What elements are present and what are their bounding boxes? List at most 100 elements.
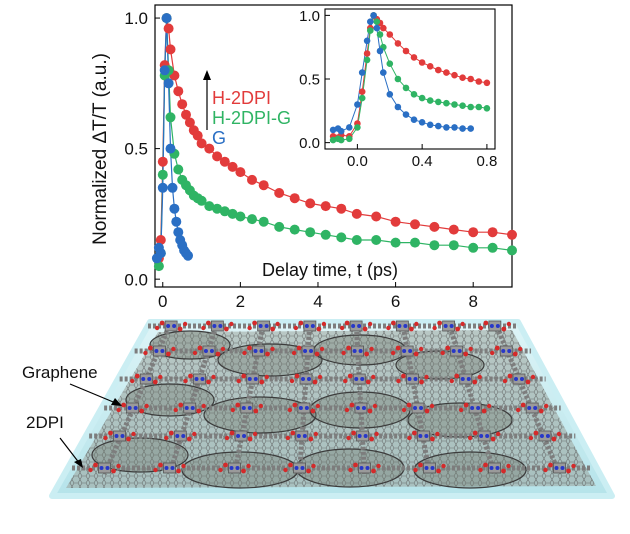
data-point-h-2dpi-g — [219, 206, 230, 217]
data-point-g — [337, 127, 345, 135]
oxygen-atom — [371, 468, 376, 474]
nitrogen-atom — [358, 349, 363, 353]
nitrogen-atom — [419, 406, 424, 410]
data-point-h-2dpi — [448, 224, 459, 235]
data-point-h-2dpi-g — [235, 211, 246, 222]
oxygen-atom — [339, 325, 345, 331]
oxygen-atom — [283, 467, 288, 473]
oxygen-atom — [270, 326, 276, 332]
lattice-node — [252, 345, 265, 357]
nitrogen-atom — [424, 466, 429, 470]
data-point-h-2dpi — [487, 227, 498, 238]
nitrogen-atom — [241, 406, 246, 410]
data-point-h-2dpi-g — [507, 245, 517, 256]
oxygen-atom — [454, 373, 460, 379]
nitrogen-atom — [154, 349, 159, 353]
oxygen-atom — [478, 467, 483, 473]
data-point-h-2dpi-g — [487, 242, 498, 253]
graphene-pointer-arrow — [69, 383, 119, 405]
lattice-node — [193, 373, 206, 385]
oxygen-atom — [483, 462, 488, 468]
data-point-h-2dpi-g — [410, 91, 418, 98]
lattice-node — [303, 320, 317, 332]
oxygen-atom — [406, 402, 412, 408]
lattice-node — [459, 373, 473, 385]
nitrogen-atom — [413, 406, 418, 410]
data-point-h-2dpi-g — [165, 112, 176, 123]
oxygen-atom — [571, 463, 576, 469]
oxygen-atom — [348, 467, 353, 473]
data-point-g — [367, 18, 374, 26]
oxygen-atom — [449, 378, 454, 384]
data-point-h-2dpi-g — [289, 224, 300, 235]
oxygen-atom — [515, 407, 521, 413]
oxygen-atom — [533, 430, 539, 436]
oxygen-atom — [230, 407, 236, 413]
data-point-h-2dpi-g — [402, 84, 410, 92]
oxygen-atom — [486, 403, 492, 409]
x-tick-label: 0.0 — [347, 153, 368, 170]
oxygen-atom — [506, 321, 512, 327]
lattice-node — [488, 320, 502, 332]
nitrogen-atom — [507, 349, 512, 353]
lattice-node — [406, 373, 419, 385]
oxygen-atom — [440, 350, 445, 356]
nitrogen-atom — [298, 406, 303, 410]
data-point-g — [354, 101, 361, 108]
oxygen-atom — [543, 403, 549, 409]
oxygen-atom — [308, 436, 314, 442]
nitrogen-atom — [352, 349, 357, 353]
oxygen-atom — [396, 378, 401, 384]
lattice-node — [395, 320, 409, 332]
data-point-h-2dpi-g — [429, 240, 440, 251]
oxygen-atom — [215, 351, 221, 357]
lattice-node — [354, 402, 368, 414]
data-point-g — [380, 69, 387, 76]
oxygen-atom — [224, 435, 230, 441]
inset-frame — [324, 8, 496, 150]
oxygen-atom — [315, 403, 321, 409]
data-point-g — [358, 69, 366, 76]
data-point-h-2dpi-g — [363, 56, 371, 64]
data-point-h-2dpi-g — [448, 240, 459, 251]
oxygen-atom — [290, 430, 296, 436]
oxygen-atom — [147, 345, 153, 351]
x-tick-label: 0 — [158, 292, 167, 311]
data-point-h-2dpi-g — [212, 203, 223, 214]
oxygen-atom — [108, 430, 113, 436]
nitrogen-atom — [160, 349, 165, 353]
data-point-h-2dpi-g — [157, 169, 168, 180]
nitrogen-atom — [190, 406, 195, 410]
data-point-h-2dpi-g — [483, 105, 491, 112]
data-point-h-2dpi-g — [386, 60, 394, 67]
oxygen-atom — [390, 320, 396, 326]
oxygen-atom — [414, 321, 419, 327]
oxygen-atom — [159, 320, 165, 326]
lattice-node — [488, 462, 501, 474]
oxygen-atom — [455, 326, 461, 332]
oxygen-atom — [520, 402, 526, 408]
data-point-g — [418, 119, 426, 126]
data-point-g — [394, 103, 402, 111]
oxygen-atom — [530, 374, 536, 380]
main-data-points — [151, 13, 517, 272]
data-point-h-2dpi — [358, 88, 366, 95]
data-point-h-2dpi — [380, 24, 387, 32]
data-point-h-2dpi — [305, 198, 316, 209]
lattice-node — [450, 345, 464, 357]
oxygen-atom — [134, 373, 140, 379]
data-point-g — [155, 248, 166, 259]
oxygen-atom — [467, 435, 473, 441]
lattice-node — [411, 402, 425, 414]
oxygen-atom — [173, 407, 178, 413]
oxygen-atom — [242, 350, 247, 356]
data-point-g — [376, 47, 384, 55]
oxygen-atom — [168, 430, 174, 436]
data-point-g — [163, 78, 174, 89]
oxygen-atom — [344, 407, 350, 413]
oxygen-atom — [551, 436, 557, 442]
oxygen-atom — [294, 373, 300, 379]
data-point-h-2dpi — [402, 47, 410, 55]
